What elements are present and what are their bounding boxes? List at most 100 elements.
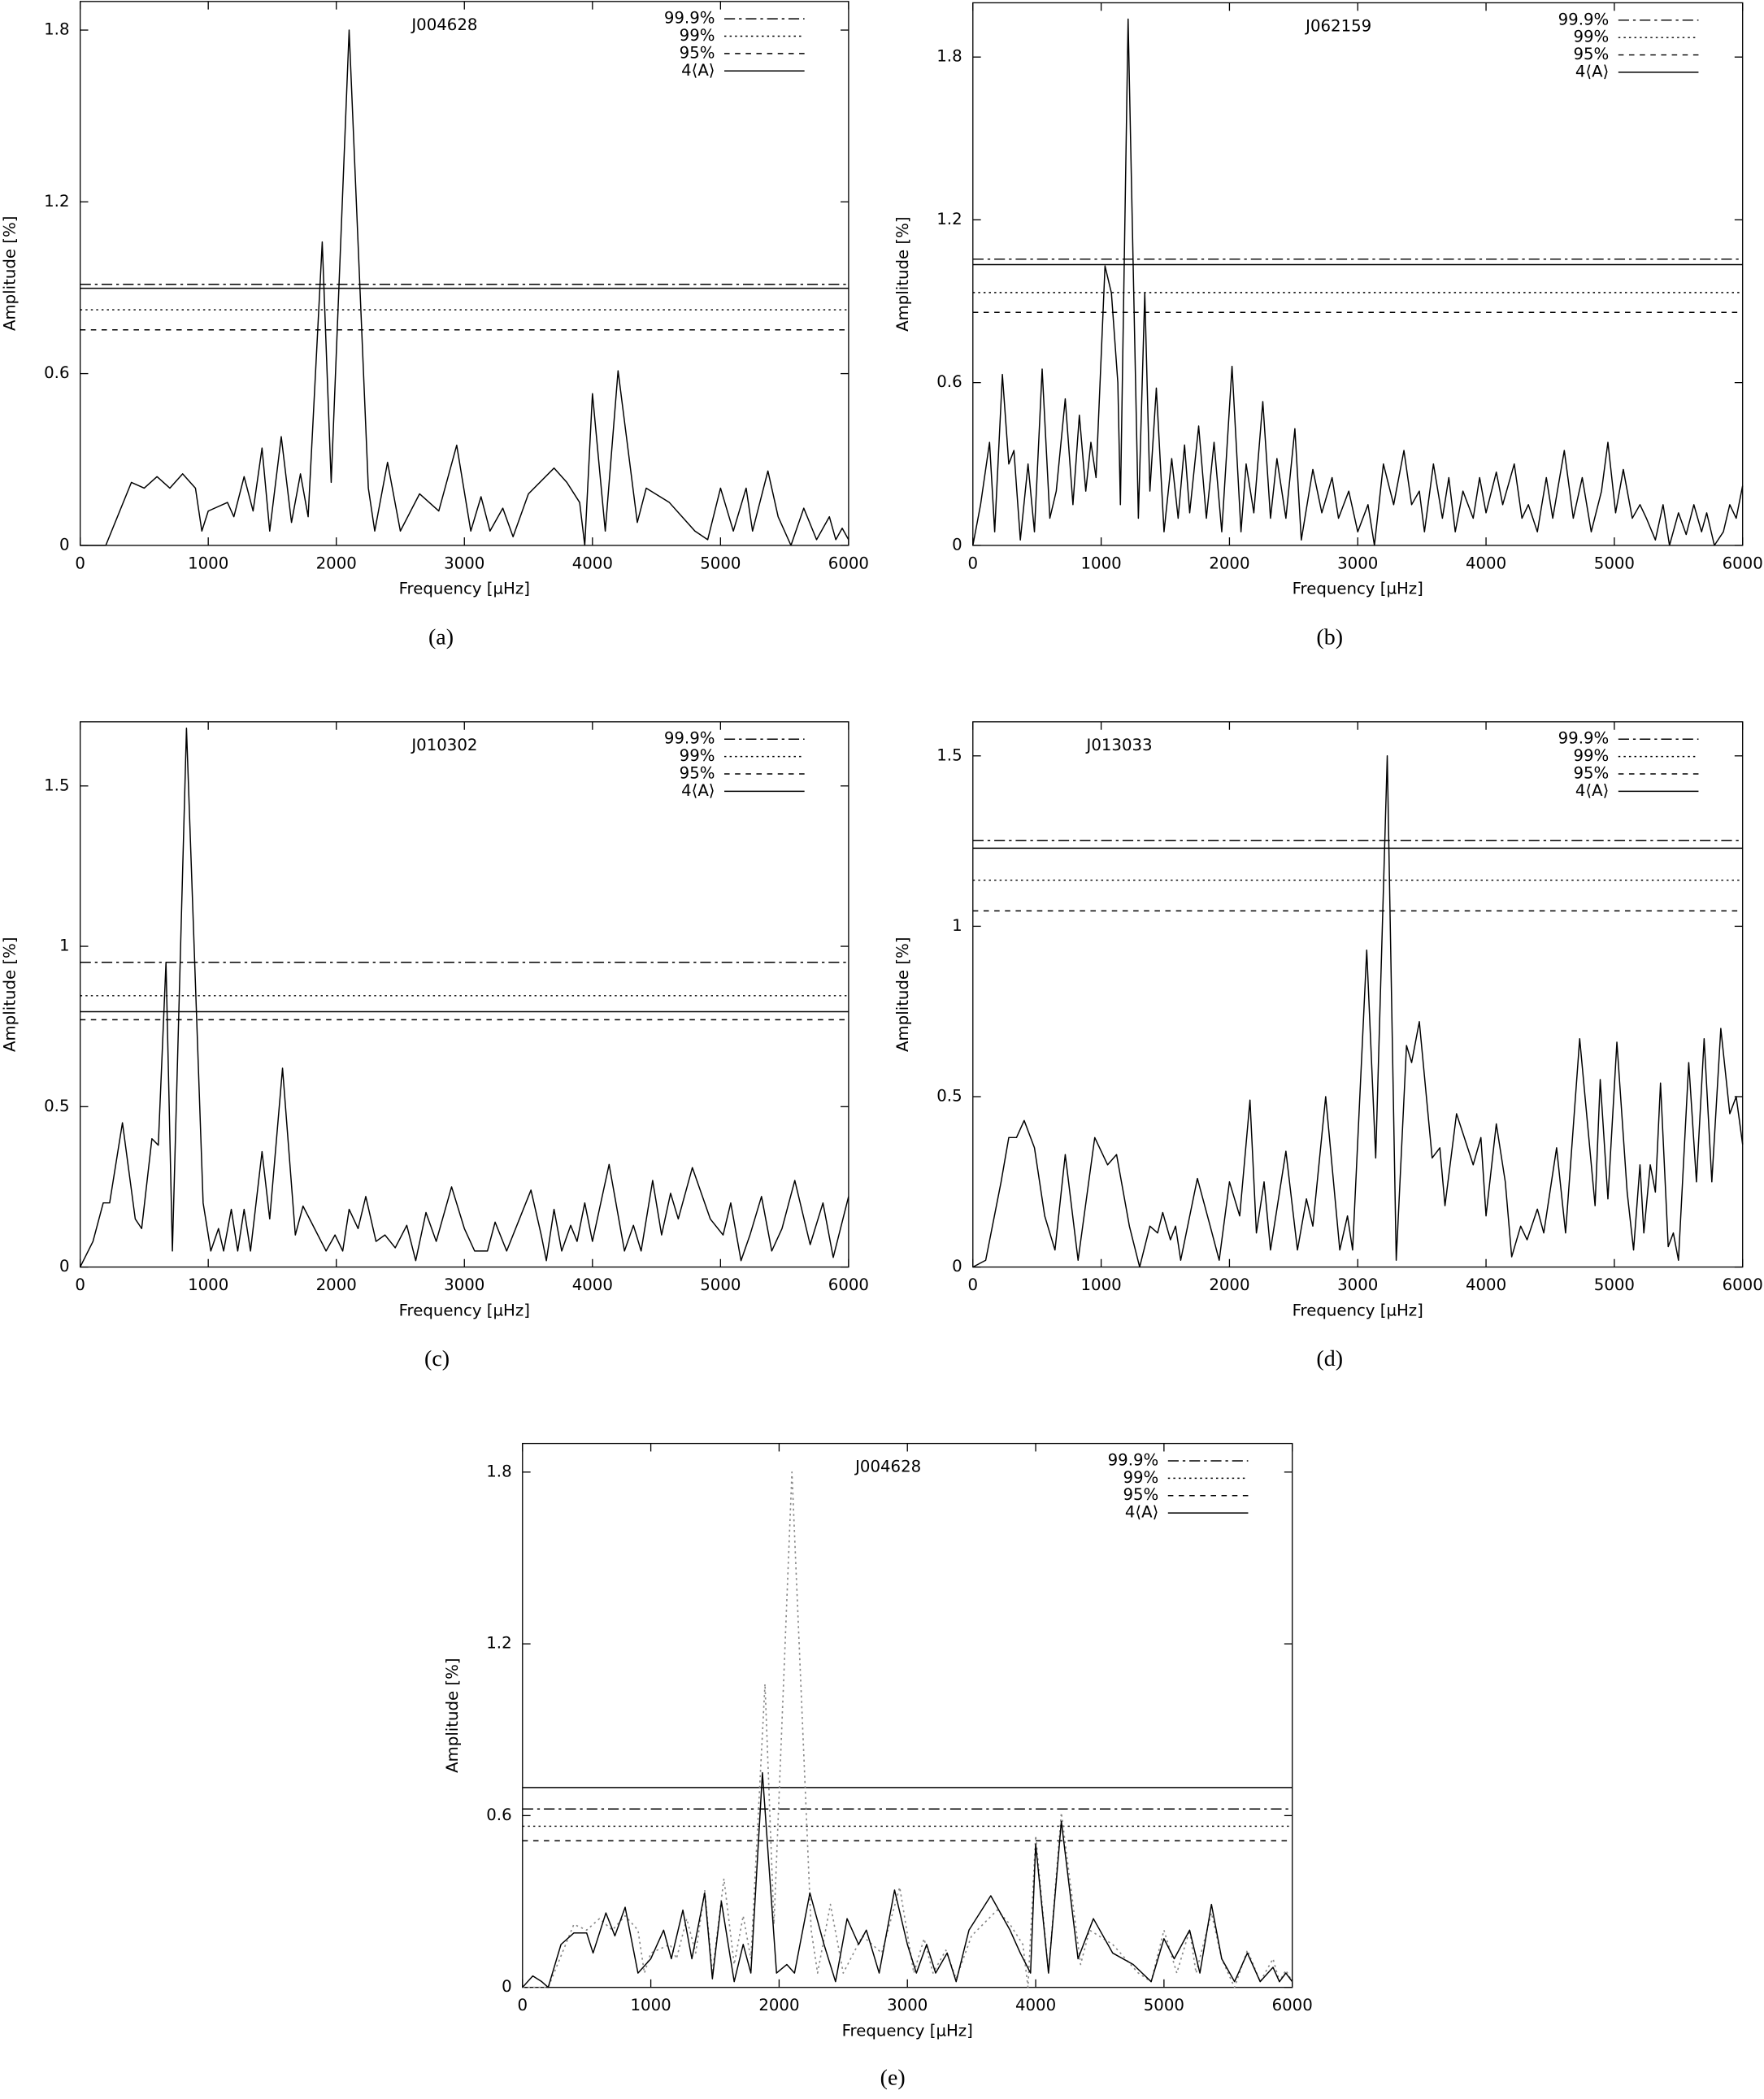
caption: (d) bbox=[1316, 1346, 1343, 1371]
y-tick-label: 0 bbox=[59, 535, 70, 554]
x-tick-label: 2000 bbox=[316, 1275, 357, 1294]
x-tick-label: 0 bbox=[75, 1275, 85, 1294]
x-tick-label: 6000 bbox=[828, 1275, 869, 1294]
panel: 0 1000 2000 3000 4000 5000 6000 0 0.6 1.2 1.8 Frequ… bbox=[893, 2, 1763, 650]
x-tick-label: 6000 bbox=[828, 554, 869, 572]
panel: 0 1000 2000 3000 4000 5000 6000 0 0.5 1 1.5 Frequen… bbox=[893, 721, 1763, 1371]
y-axis-label: Amplitude [%] bbox=[443, 1658, 462, 1772]
x-tick-label: 4000 bbox=[1015, 1996, 1056, 2014]
spectrum-line bbox=[522, 1771, 1293, 1988]
x-tick-label: 6000 bbox=[1723, 1275, 1763, 1294]
y-tick-label: 1.2 bbox=[44, 192, 69, 211]
legend-label: 99.9% bbox=[664, 729, 715, 748]
plot-frame bbox=[522, 1442, 1293, 1988]
legend-label: 99% bbox=[1573, 28, 1609, 46]
x-tick-label: 4000 bbox=[572, 1275, 613, 1294]
x-tick-label: 3000 bbox=[887, 1996, 928, 2014]
y-tick-label: 0.6 bbox=[44, 363, 69, 382]
x-tick-label: 3000 bbox=[444, 1275, 484, 1294]
chart-title: J004628 bbox=[410, 15, 477, 34]
legend-label: 99.9% bbox=[664, 9, 715, 28]
y-tick-label: 1.2 bbox=[936, 210, 962, 228]
x-tick-label: 4000 bbox=[572, 554, 613, 572]
y-tick-label: 0.5 bbox=[44, 1097, 69, 1115]
legend-label: 4⟨A⟩ bbox=[1125, 1503, 1158, 1522]
y-tick-label: 1.5 bbox=[936, 745, 962, 764]
x-tick-label: 1000 bbox=[1081, 554, 1122, 572]
legend-label: 95% bbox=[1123, 1485, 1158, 1504]
legend-label: 95% bbox=[1573, 763, 1609, 782]
y-tick-label: 1 bbox=[952, 916, 962, 935]
caption: (e) bbox=[880, 2066, 906, 2091]
legend-label: 4⟨A⟩ bbox=[681, 61, 715, 80]
x-tick-label: 4000 bbox=[1466, 1275, 1506, 1294]
x-tick-label: 3000 bbox=[1337, 1275, 1378, 1294]
y-tick-label: 0.6 bbox=[486, 1806, 511, 1824]
legend-label: 99.9% bbox=[1108, 1450, 1159, 1469]
chart-title: J013033 bbox=[1085, 736, 1153, 754]
x-tick-label: 5000 bbox=[1594, 1275, 1635, 1294]
x-tick-label: 1000 bbox=[188, 1275, 228, 1294]
chart-title: J062159 bbox=[1304, 17, 1371, 36]
y-tick-label: 1.2 bbox=[486, 1634, 511, 1653]
y-tick-label: 1.5 bbox=[44, 776, 69, 794]
x-axis-label: Frequency [µHz] bbox=[1293, 580, 1423, 598]
x-tick-label: 3000 bbox=[1337, 554, 1378, 572]
spectrum-line bbox=[522, 1471, 1293, 1988]
legend-label: 99.9% bbox=[1558, 729, 1610, 748]
legend-label: 99% bbox=[680, 26, 715, 45]
y-tick-label: 0.5 bbox=[936, 1087, 962, 1106]
y-axis-label: Amplitude [%] bbox=[893, 216, 912, 331]
y-tick-label: 0 bbox=[952, 1257, 962, 1275]
chart-title: J010302 bbox=[410, 736, 477, 754]
y-tick-label: 0 bbox=[502, 1977, 512, 1996]
legend-label: 99.9% bbox=[1558, 10, 1610, 28]
y-tick-label: 1 bbox=[59, 937, 70, 955]
x-tick-label: 1000 bbox=[1081, 1275, 1122, 1294]
legend-label: 4⟨A⟩ bbox=[1575, 62, 1609, 80]
spectrum-line bbox=[972, 18, 1744, 546]
x-tick-label: 5000 bbox=[700, 554, 741, 572]
x-tick-label: 2000 bbox=[1209, 554, 1249, 572]
chart-title: J004628 bbox=[854, 1458, 921, 1476]
spectrum-line bbox=[972, 755, 1744, 1268]
legend-label: 95% bbox=[1573, 45, 1609, 63]
caption: (a) bbox=[428, 624, 454, 650]
legend-label: 4⟨A⟩ bbox=[681, 781, 715, 800]
legend-label: 95% bbox=[680, 43, 715, 62]
panel: 0 1000 2000 3000 4000 5000 6000 0 0.5 1 1.5 Frequen… bbox=[1, 721, 869, 1371]
legend-label: 95% bbox=[680, 763, 715, 782]
y-tick-label: 0 bbox=[59, 1257, 70, 1275]
legend-label: 99% bbox=[680, 746, 715, 765]
x-tick-label: 1000 bbox=[631, 1996, 671, 2014]
x-axis-label: Frequency [µHz] bbox=[842, 2021, 973, 2040]
x-tick-label: 5000 bbox=[1594, 554, 1635, 572]
x-tick-label: 6000 bbox=[1723, 554, 1763, 572]
legend-label: 99% bbox=[1123, 1468, 1158, 1487]
x-axis-label: Frequency [µHz] bbox=[1293, 1301, 1423, 1319]
x-tick-label: 1000 bbox=[188, 554, 228, 572]
x-axis-label: Frequency [µHz] bbox=[399, 580, 530, 598]
y-axis-label: Amplitude [%] bbox=[1, 216, 20, 331]
panel: 0 1000 2000 3000 4000 5000 6000 0 0.6 1.2 1.8 Frequ… bbox=[443, 1442, 1313, 2091]
plot-frame bbox=[79, 1, 849, 546]
y-tick-label: 1.8 bbox=[486, 1462, 511, 1480]
x-tick-label: 5000 bbox=[1144, 1996, 1184, 2014]
y-tick-label: 0 bbox=[952, 535, 962, 554]
spectrum-line bbox=[79, 728, 849, 1267]
x-tick-label: 2000 bbox=[758, 1996, 799, 2014]
x-tick-label: 0 bbox=[518, 1996, 528, 2014]
spectrum-line bbox=[80, 29, 849, 546]
x-tick-label: 5000 bbox=[700, 1275, 741, 1294]
x-tick-label: 6000 bbox=[1272, 1996, 1313, 2014]
caption: (c) bbox=[424, 1346, 450, 1371]
panel: 0 1000 2000 3000 4000 5000 6000 0 0.6 1.2 1.8 Frequ… bbox=[1, 1, 869, 650]
y-axis-label: Amplitude [%] bbox=[893, 937, 912, 1052]
legend-label: 4⟨A⟩ bbox=[1575, 781, 1609, 800]
x-tick-label: 0 bbox=[968, 554, 979, 572]
legend-label: 99% bbox=[1573, 746, 1609, 765]
x-tick-label: 3000 bbox=[444, 554, 484, 572]
x-tick-label: 2000 bbox=[316, 554, 357, 572]
caption: (b) bbox=[1316, 624, 1343, 650]
